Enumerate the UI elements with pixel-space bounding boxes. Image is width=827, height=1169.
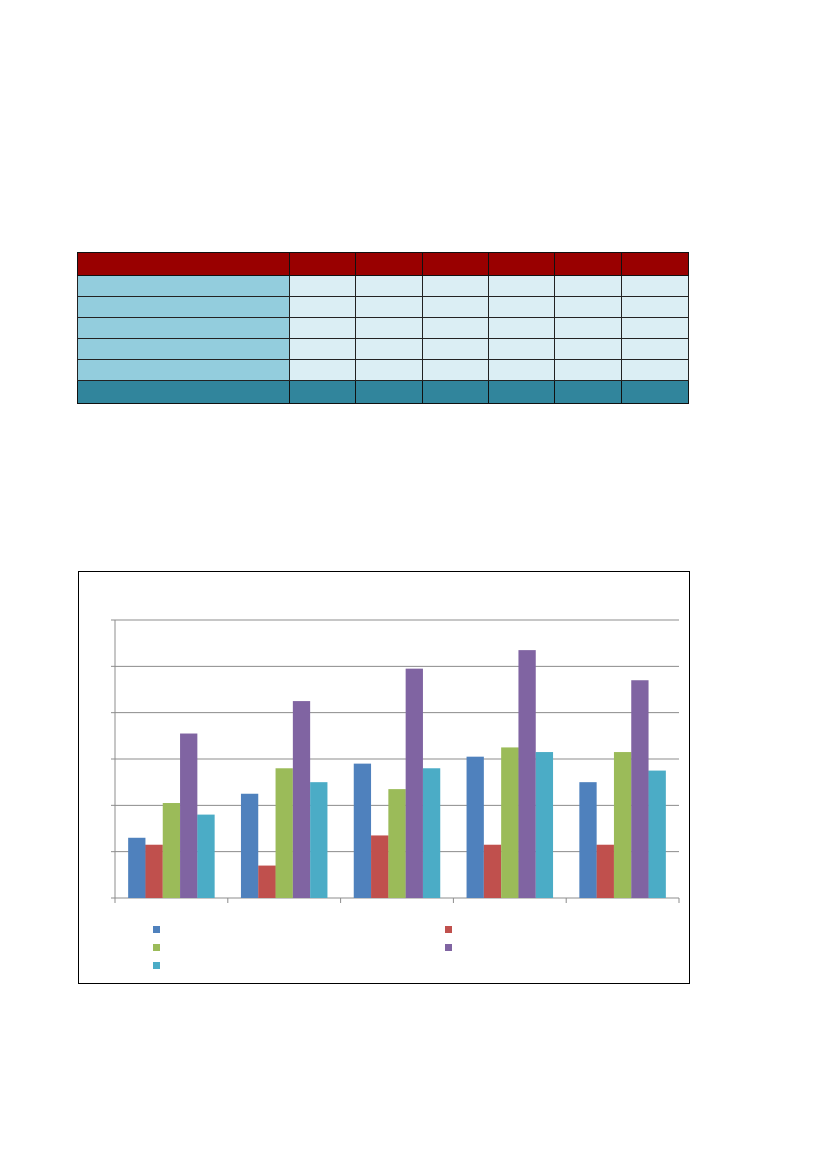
value-cell — [422, 359, 489, 381]
value-cell — [554, 252, 622, 276]
value-cell — [554, 275, 622, 297]
data-table — [77, 252, 689, 404]
row-label-cell — [77, 275, 290, 297]
value-cell — [289, 359, 356, 381]
value-cell — [488, 380, 555, 404]
value-cell — [621, 317, 689, 339]
bar — [535, 752, 554, 898]
value-cell — [621, 275, 689, 297]
bar — [292, 701, 311, 898]
table-row — [77, 296, 689, 318]
value-cell — [289, 275, 356, 297]
value-cell — [488, 359, 555, 381]
row-label-cell — [77, 338, 290, 360]
bar — [275, 768, 293, 898]
value-cell — [488, 338, 555, 360]
value-cell — [554, 359, 622, 381]
bar — [310, 782, 328, 898]
bar — [162, 803, 181, 898]
bar — [405, 668, 423, 898]
row-label-cell — [77, 296, 290, 318]
value-cell — [355, 275, 423, 297]
value-cell — [488, 296, 555, 318]
bar — [128, 837, 146, 898]
table-row — [77, 275, 689, 297]
table-row — [77, 317, 689, 339]
bar — [422, 768, 441, 898]
table-header-row — [77, 252, 689, 276]
bar — [240, 793, 259, 898]
bar — [258, 865, 276, 898]
bar — [145, 844, 163, 898]
bar — [466, 756, 484, 898]
value-cell — [289, 296, 356, 318]
value-cell — [355, 252, 423, 276]
value-cell — [621, 338, 689, 360]
value-cell — [422, 275, 489, 297]
table-row — [77, 359, 689, 381]
bar — [483, 844, 502, 898]
row-label-cell — [77, 252, 290, 276]
bar — [371, 835, 389, 898]
value-cell — [554, 380, 622, 404]
value-cell — [422, 252, 489, 276]
bar — [197, 814, 215, 898]
bar — [388, 789, 406, 898]
value-cell — [355, 317, 423, 339]
value-cell — [422, 380, 489, 404]
value-cell — [355, 296, 423, 318]
bar — [353, 763, 372, 898]
value-cell — [488, 275, 555, 297]
bar — [518, 650, 536, 898]
table-row — [77, 338, 689, 360]
bar — [501, 747, 519, 898]
bar — [579, 782, 597, 898]
value-cell — [422, 338, 489, 360]
row-label-cell — [77, 380, 290, 404]
value-cell — [554, 296, 622, 318]
value-cell — [621, 380, 689, 404]
value-cell — [289, 380, 356, 404]
value-cell — [289, 338, 356, 360]
table-total-row — [77, 380, 689, 404]
value-cell — [621, 359, 689, 381]
value-cell — [289, 317, 356, 339]
value-cell — [554, 317, 622, 339]
value-cell — [488, 252, 555, 276]
value-cell — [355, 380, 423, 404]
value-cell — [554, 338, 622, 360]
value-cell — [355, 359, 423, 381]
value-cell — [621, 296, 689, 318]
bar — [613, 752, 632, 898]
value-cell — [422, 296, 489, 318]
value-cell — [488, 317, 555, 339]
bar — [596, 844, 614, 898]
bar — [180, 733, 198, 898]
value-cell — [422, 317, 489, 339]
chart-frame — [78, 571, 690, 984]
value-cell — [289, 252, 356, 276]
value-cell — [355, 338, 423, 360]
bar — [631, 680, 649, 898]
bar — [648, 770, 666, 898]
bar-chart — [111, 619, 680, 903]
row-label-cell — [77, 359, 290, 381]
value-cell — [621, 252, 689, 276]
row-label-cell — [77, 317, 290, 339]
